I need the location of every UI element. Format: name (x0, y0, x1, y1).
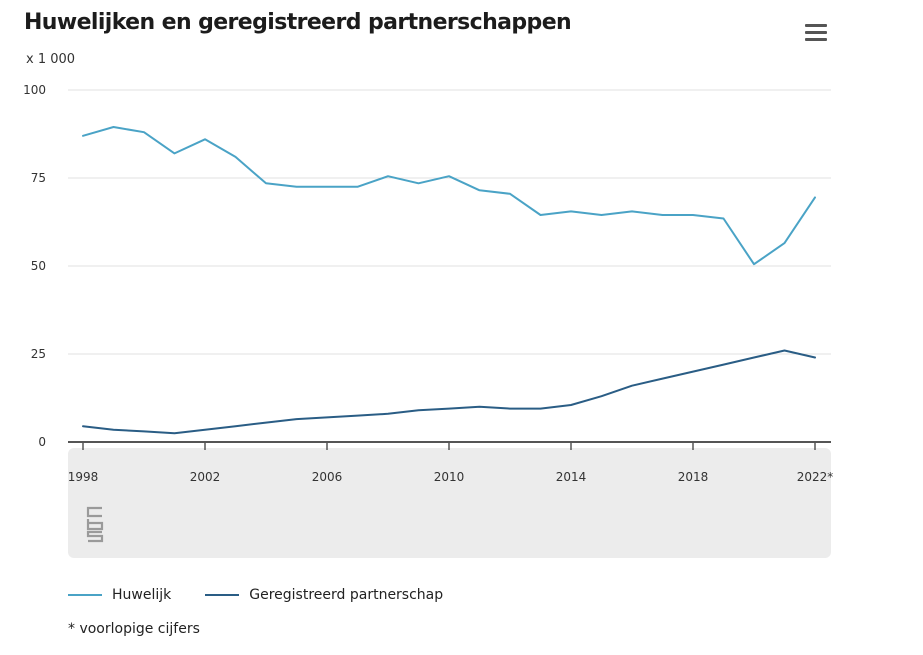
cbs-logo-icon (86, 506, 104, 543)
y-axis-ticks: 100 75 50 25 0 (23, 83, 46, 449)
hamburger-menu-icon[interactable] (800, 18, 832, 46)
menu-bar (805, 23, 827, 27)
x-tick-label: 2014 (556, 470, 587, 484)
legend-swatch (205, 594, 240, 596)
y-axis-unit-label: x 1 000 (26, 52, 76, 67)
menu-bar (805, 37, 827, 41)
x-tick-label: 2010 (434, 470, 465, 484)
y-tick-label: 0 (38, 435, 46, 449)
x-tick-label: 2022* (797, 470, 834, 484)
footnote: * voorlopige cijfers (68, 621, 200, 637)
chart-title: Huwelijken en geregistreerd partnerschap… (24, 10, 572, 35)
legend-item-geregistreerd-partnerschap[interactable]: Geregistreerd partnerschap (205, 587, 443, 603)
y-tick-label: 25 (31, 347, 46, 361)
grid (68, 89, 831, 443)
legend-label: Geregistreerd partnerschap (249, 587, 444, 603)
x-tick-label: 1998 (68, 470, 99, 484)
x-tick-label: 2002 (190, 470, 221, 484)
legend-swatch (68, 594, 102, 596)
x-tick-label: 2018 (678, 470, 709, 484)
legend-label: Huwelijk (112, 587, 172, 603)
menu-bar (805, 30, 827, 34)
y-tick-label: 50 (31, 259, 46, 273)
series-group (82, 126, 816, 435)
x-tick-label: 2006 (312, 470, 343, 484)
x-axis-ticks: 1998 2002 2006 2010 2014 2018 2022* (68, 442, 834, 484)
legend-item-huwelijk[interactable]: Huwelijk (68, 587, 171, 603)
chart-footer-panel (68, 448, 831, 558)
y-tick-label: 100 (23, 83, 46, 97)
series-line-huwelijk (82, 126, 816, 266)
series-line-geregistreerd-partnerschap (82, 349, 816, 435)
legend: Huwelijk Geregistreerd partnerschap (68, 587, 477, 603)
y-tick-label: 75 (31, 171, 46, 185)
